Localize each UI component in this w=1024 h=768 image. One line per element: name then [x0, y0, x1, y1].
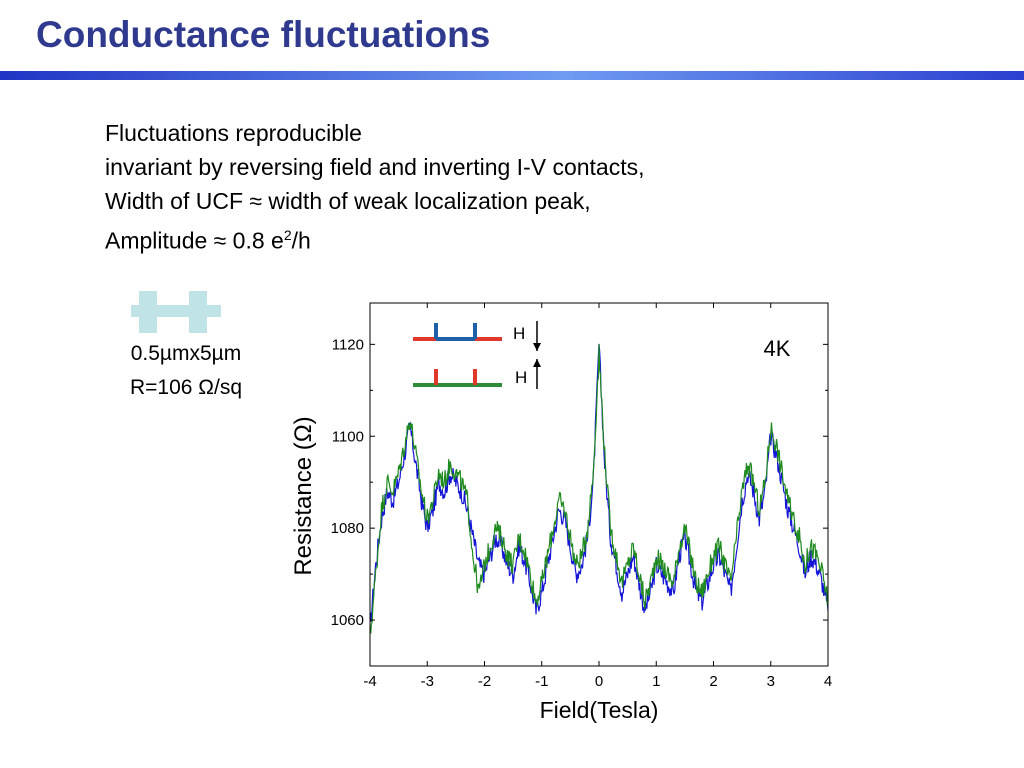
y-tick-label: 1100 [332, 428, 364, 445]
bullet-line: invariant by reversing field and inverti… [105, 154, 645, 180]
hall-bar-contact-left [139, 291, 157, 333]
bullet-line: Fluctuations reproducible [105, 120, 362, 146]
slide-title: Conductance fluctuations [36, 14, 491, 55]
arrow-head-down-icon [533, 343, 541, 351]
x-tick-label: -3 [421, 673, 434, 690]
amplitude-text: Amplitude ≈ 0.8 e [105, 227, 284, 254]
x-tick-label: 2 [709, 673, 717, 690]
x-tick-label: 4 [824, 673, 832, 690]
y-tick-label: 1120 [332, 336, 364, 353]
x-tick-label: 3 [767, 673, 775, 690]
bullet-line: Width of UCF ≈ width of weak localizatio… [105, 188, 591, 214]
sample-size-label: 0.5µmx5µm [130, 342, 242, 365]
x-tick-label: -4 [363, 673, 376, 690]
y-axis-label: Resistance (Ω) [290, 416, 317, 575]
title-underline [0, 71, 1024, 80]
y-tick-label: 1080 [331, 520, 364, 537]
x-tick-label: -1 [535, 673, 548, 690]
legend-label: H [515, 368, 527, 387]
amplitude-superscript: 2 [283, 227, 292, 243]
series-line-2 [370, 344, 828, 634]
x-axis-label: Field(Tesla) [540, 697, 659, 723]
bullet-list: Fluctuations reproducible invariant by r… [105, 116, 645, 254]
temperature-annotation: 4K [764, 336, 791, 361]
hall-bar-contact-right [189, 291, 207, 333]
x-tick-label: 1 [652, 673, 660, 690]
x-tick-label: -2 [478, 673, 491, 690]
arrow-head-up-icon [533, 359, 541, 367]
legend: HH [413, 321, 541, 389]
sheet-resistance-label: R=106 Ω/sq [129, 376, 242, 399]
series-layer [370, 343, 828, 634]
legend-label: H [513, 324, 525, 343]
y-tick-label: 1060 [331, 612, 364, 629]
x-tick-label: 0 [595, 673, 603, 690]
bullet-line: Amplitude ≈ 0.8 e2/h [105, 218, 645, 254]
amplitude-unit: /h [291, 227, 311, 254]
ticks-layer: -4 -3 -2 -1 0 1 2 3 4 1060 1080 1100 1120 [331, 303, 832, 690]
hall-bar-icon [131, 291, 221, 333]
